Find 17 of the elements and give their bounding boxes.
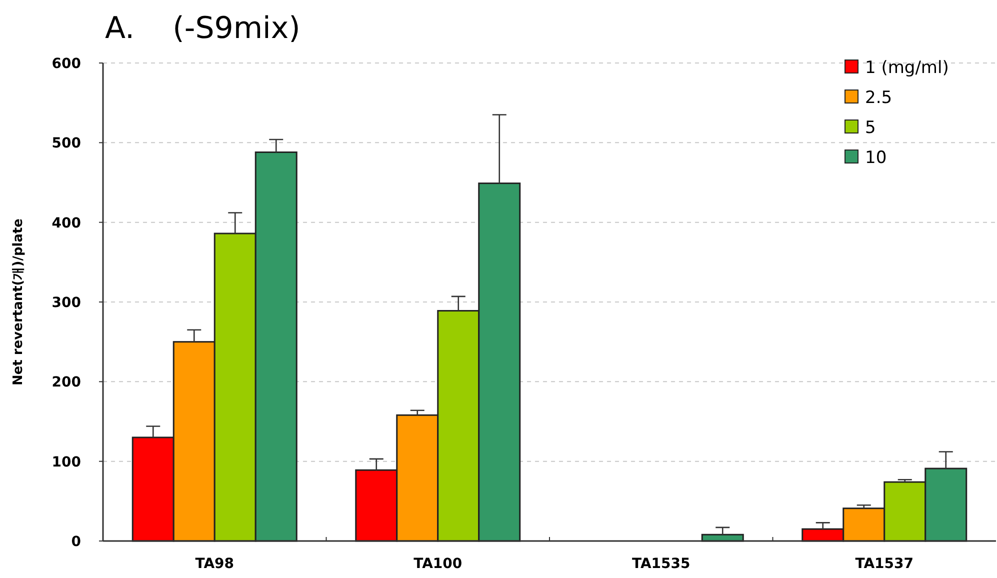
- x-tick-label: TA1535: [632, 556, 690, 572]
- x-tick-label: TA98: [195, 556, 234, 572]
- y-tick-label: 200: [52, 374, 82, 391]
- y-tick-label: 500: [52, 136, 82, 152]
- y-tick-label: 300: [52, 295, 82, 311]
- legend-label: 10: [865, 148, 887, 168]
- y-axis-title: Net revertant(개)/plate: [11, 218, 26, 386]
- y-tick-label: 600: [52, 56, 82, 72]
- y-tick-label: 0: [71, 534, 82, 550]
- y-tick-label: 100: [52, 454, 82, 470]
- chart-title: A. (-S9mix): [105, 11, 300, 46]
- x-tick-label: TA1537: [855, 556, 914, 572]
- y-tick-label: 400: [52, 215, 82, 232]
- x-tick-label: TA100: [414, 556, 462, 572]
- legend-label: 5: [865, 118, 876, 138]
- legend-label: 2.5: [865, 88, 892, 108]
- legend-label: 1 (mg/ml): [865, 58, 949, 78]
